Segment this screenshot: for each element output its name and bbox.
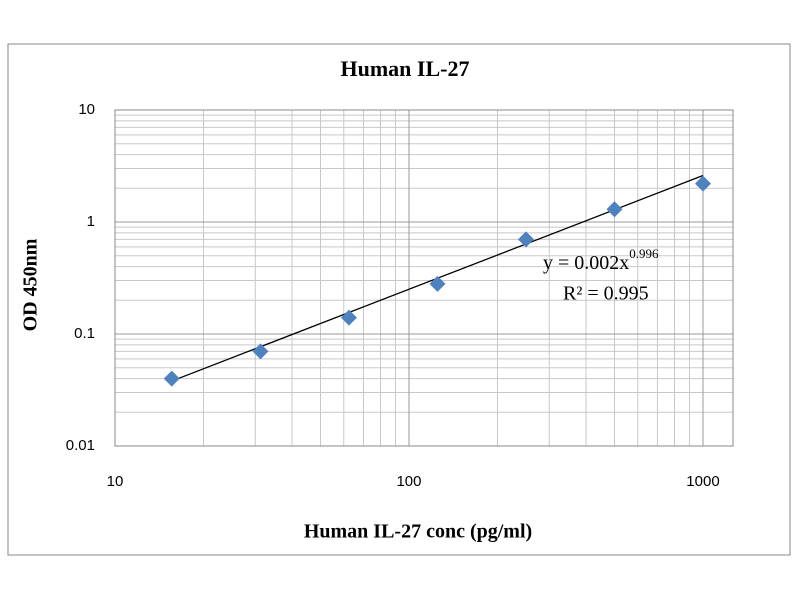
chart-title: Human IL-27 — [341, 56, 470, 81]
y-axis-label: OD 450nm — [20, 238, 42, 331]
x-axis-label: Human IL-27 conc (pg/ml) — [304, 521, 532, 543]
chart-frame — [7, 43, 791, 556]
y-tick-label: 0.1 — [74, 325, 95, 342]
x-tick-label: 100 — [396, 473, 421, 490]
y-tick-label: 1 — [87, 213, 95, 230]
plot-border — [114, 109, 734, 447]
grid — [114, 109, 734, 447]
data-point — [517, 231, 534, 248]
data-point — [694, 175, 711, 192]
trendline-equation: y = 0.002x0.996 — [543, 246, 659, 274]
r-squared: R² = 0.995 — [563, 283, 649, 305]
data-point — [163, 370, 180, 387]
data-point — [340, 309, 357, 326]
equation-exponent: 0.996 — [629, 246, 659, 261]
y-tick-label: 10 — [78, 101, 95, 118]
x-tick-label: 10 — [107, 473, 124, 490]
equation: y = 0.002x — [543, 252, 629, 274]
y-tick-label: 0.01 — [66, 437, 95, 454]
data-point — [606, 201, 623, 218]
data-point — [429, 275, 446, 292]
marks — [163, 174, 711, 387]
data-point — [252, 343, 269, 360]
x-tick-label: 1000 — [686, 473, 719, 490]
